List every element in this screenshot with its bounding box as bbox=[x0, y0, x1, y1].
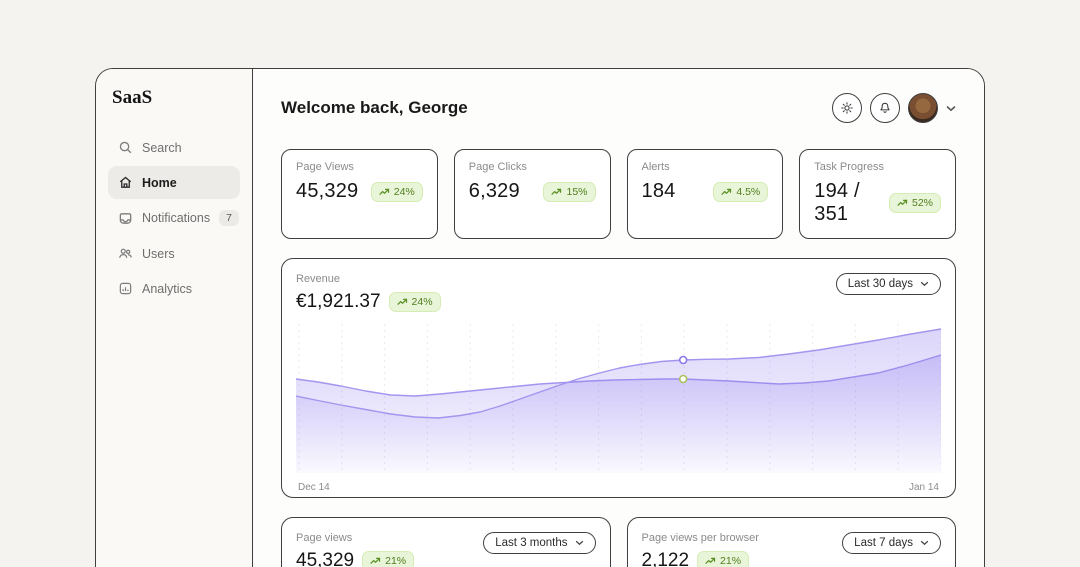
revenue-panel: Revenue €1,921.37 24% Last 30 days bbox=[281, 258, 956, 498]
page-views-panel: Page views 45,329 21% Last 3 months Home… bbox=[281, 517, 611, 567]
trend-badge: 4.5% bbox=[713, 181, 769, 202]
sidebar-item-label: Users bbox=[142, 246, 175, 261]
trend-badge: 52% bbox=[888, 193, 941, 213]
dropdown-value: Last 3 months bbox=[495, 537, 568, 549]
trend-value: 15% bbox=[566, 185, 588, 198]
trend-value: 24% bbox=[411, 296, 433, 308]
page-title: Welcome back, George bbox=[281, 98, 468, 117]
app-logo: SaaS bbox=[112, 87, 153, 108]
x-axis-start-label: Dec 14 bbox=[298, 482, 330, 493]
stat-value: 6,329 bbox=[468, 180, 520, 202]
trend-value: 4.5% bbox=[736, 185, 761, 198]
page-views-range-dropdown[interactable]: Last 3 months bbox=[483, 532, 596, 554]
browser-views-range-dropdown[interactable]: Last 7 days bbox=[842, 532, 941, 554]
user-avatar[interactable] bbox=[908, 93, 938, 123]
stat-card-page-clicks: Page Clicks 6,329 15% bbox=[453, 149, 611, 239]
sidebar-item-notifications[interactable]: Notifications 7 bbox=[108, 201, 240, 235]
inbox-icon bbox=[118, 211, 133, 226]
sidebar-item-label: Search bbox=[142, 140, 182, 155]
trend-value: 24% bbox=[393, 185, 415, 198]
stat-card-task-progress: Task Progress 194 / 351 52% bbox=[799, 149, 956, 239]
chevron-down-icon[interactable] bbox=[946, 105, 956, 112]
chevron-down-icon bbox=[920, 281, 929, 287]
x-axis-end-label: Jan 14 bbox=[908, 482, 939, 493]
stat-value: 194 / 351 bbox=[814, 180, 860, 225]
home-icon bbox=[118, 175, 133, 190]
sidebar: SaaS Search Home Notifications 7 Users bbox=[96, 69, 253, 567]
sidebar-item-search[interactable]: Search bbox=[108, 131, 240, 164]
revenue-range-dropdown[interactable]: Last 30 days bbox=[835, 273, 941, 295]
page-views-label: Page views bbox=[296, 532, 353, 544]
stat-label: Alerts bbox=[641, 161, 670, 173]
stat-value: 184 bbox=[641, 180, 676, 202]
chevron-down-icon bbox=[920, 540, 929, 546]
main-content: Welcome back, George bbox=[253, 69, 984, 567]
chevron-down-icon bbox=[575, 540, 584, 546]
chart-marker bbox=[678, 355, 688, 365]
trend-badge: 24% bbox=[370, 181, 423, 202]
page-views-value: 45,329 bbox=[296, 550, 355, 567]
sidebar-item-users[interactable]: Users bbox=[108, 237, 240, 270]
notification-count-badge: 7 bbox=[219, 210, 239, 226]
browser-views-value: 2,122 bbox=[641, 550, 690, 567]
trend-badge: 21% bbox=[362, 551, 415, 567]
bell-icon bbox=[878, 101, 892, 115]
revenue-chart bbox=[295, 324, 942, 473]
stat-value: 45,329 bbox=[296, 180, 359, 202]
trend-badge: 15% bbox=[543, 181, 596, 202]
sidebar-item-label: Notifications bbox=[142, 211, 211, 225]
browser-views-panel: Page views per browser 2,122 21% Last 7 … bbox=[626, 517, 956, 567]
sidebar-item-label: Home bbox=[142, 175, 177, 190]
stat-label: Page Views bbox=[296, 161, 354, 173]
users-icon bbox=[118, 246, 133, 261]
notifications-button[interactable] bbox=[870, 93, 900, 123]
trend-badge: 21% bbox=[697, 551, 750, 567]
stat-label: Task Progress bbox=[814, 161, 884, 173]
sidebar-item-analytics[interactable]: Analytics bbox=[108, 272, 240, 305]
bottom-row: Page views 45,329 21% Last 3 months Home… bbox=[281, 498, 956, 567]
trend-value: 52% bbox=[911, 197, 933, 209]
topbar: Welcome back, George bbox=[281, 93, 956, 123]
trend-value: 21% bbox=[385, 555, 407, 567]
trend-value: 21% bbox=[720, 555, 742, 567]
analytics-icon bbox=[118, 281, 133, 296]
stat-card-alerts: Alerts 184 4.5% bbox=[626, 149, 784, 239]
sidebar-item-label: Analytics bbox=[142, 281, 193, 296]
dropdown-value: Last 7 days bbox=[854, 537, 913, 549]
app-window: SaaS Search Home Notifications 7 Users bbox=[95, 68, 985, 567]
revenue-value: €1,921.37 bbox=[296, 291, 381, 312]
sidebar-item-home[interactable]: Home bbox=[108, 166, 240, 199]
revenue-label: Revenue bbox=[296, 273, 341, 285]
chart-marker bbox=[678, 374, 688, 384]
theme-toggle-button[interactable] bbox=[832, 93, 862, 123]
stats-row: Page Views 45,329 24% Page Clicks 6,329 … bbox=[281, 149, 956, 239]
dropdown-value: Last 30 days bbox=[847, 278, 913, 290]
browser-views-label: Page views per browser bbox=[641, 532, 759, 544]
stat-card-page-views: Page Views 45,329 24% bbox=[281, 149, 438, 239]
stat-label: Page Clicks bbox=[468, 161, 527, 173]
sun-icon bbox=[840, 101, 854, 115]
search-icon bbox=[118, 140, 133, 155]
trend-badge: 24% bbox=[388, 292, 441, 312]
